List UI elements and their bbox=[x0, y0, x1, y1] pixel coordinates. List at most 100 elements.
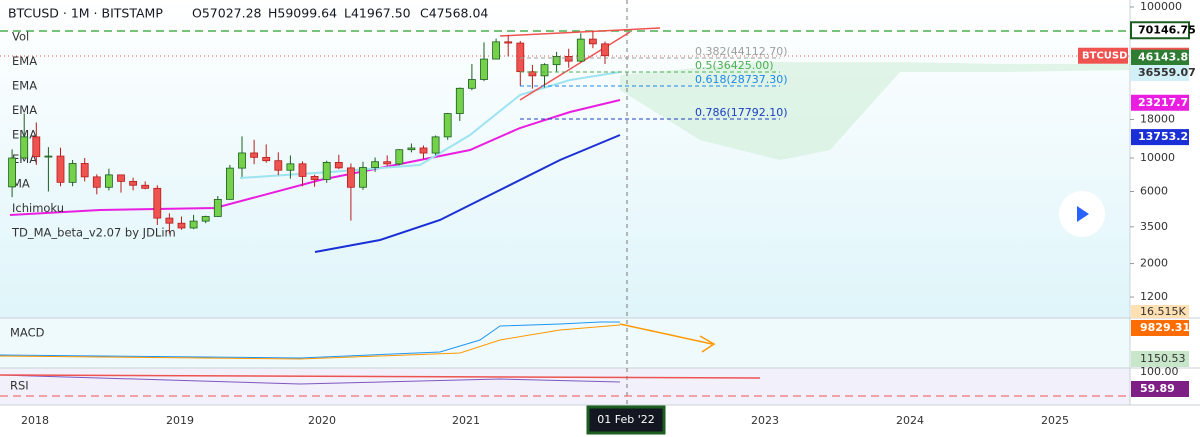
x-tick-label: 2023 bbox=[751, 414, 779, 427]
price-tick-label: 1200 bbox=[1140, 290, 1168, 303]
price-tag-text: 23217.71 bbox=[1138, 96, 1196, 109]
rsi-pane bbox=[0, 368, 1130, 405]
x-tick-label: 2025 bbox=[1041, 414, 1069, 427]
price-tick-label: 6000 bbox=[1140, 184, 1168, 197]
fib-label: 0.618(28737.30) bbox=[695, 73, 788, 86]
indicator-label: EMA bbox=[12, 79, 37, 93]
volume-tag bbox=[1131, 305, 1189, 318]
macd-tag bbox=[1131, 320, 1189, 336]
price-tag-text: 13753.25 bbox=[1138, 130, 1196, 143]
volume-tag-text: 16.515K bbox=[1140, 305, 1186, 318]
fib-label: 0.5(36425.00) bbox=[695, 59, 774, 72]
candle-body bbox=[56, 155, 65, 183]
candle-body bbox=[480, 58, 488, 80]
rsi-trend bbox=[0, 374, 761, 379]
candle-body bbox=[322, 162, 331, 180]
fib-label: 0.382(44112.70) bbox=[695, 45, 788, 58]
indicator-label: MA bbox=[12, 177, 30, 191]
candle-body bbox=[20, 136, 29, 159]
candle-body bbox=[492, 41, 501, 60]
candle-body bbox=[165, 217, 174, 224]
crosshair-label bbox=[586, 405, 666, 435]
price-tag bbox=[1130, 21, 1190, 40]
ohlc-open: O57027.28 bbox=[192, 6, 262, 21]
price-tick-label: 10000 bbox=[1140, 151, 1175, 164]
candle-body bbox=[528, 71, 537, 77]
price-tag bbox=[1131, 49, 1189, 66]
x-tick-label: 2024 bbox=[896, 414, 924, 427]
candle-body bbox=[419, 147, 428, 154]
indicator-label: TD_MA_beta_v2.07 by JDLim bbox=[11, 226, 176, 240]
price-tick-label: 18000 bbox=[1140, 112, 1175, 125]
price-tick-label: 2000 bbox=[1140, 257, 1168, 270]
price-tag-text: 46143.89 bbox=[1138, 51, 1196, 64]
candle-body bbox=[395, 149, 404, 165]
x-tick-label: 2021 bbox=[452, 414, 480, 427]
candle-body bbox=[601, 43, 609, 57]
candle-body bbox=[310, 176, 319, 180]
candle-body bbox=[8, 157, 17, 188]
ohlc-high: H59099.64 bbox=[268, 6, 337, 21]
candle-body bbox=[201, 216, 210, 222]
candle-body bbox=[589, 38, 597, 45]
candle-body bbox=[129, 180, 138, 186]
candle-body bbox=[431, 136, 440, 154]
candle-body bbox=[80, 163, 89, 178]
trend-line bbox=[499, 27, 661, 37]
candle-body bbox=[44, 155, 53, 158]
candle-body bbox=[141, 184, 150, 189]
candle-body bbox=[117, 174, 125, 182]
x-tick-label: 2019 bbox=[166, 414, 194, 427]
candle-body bbox=[213, 198, 222, 217]
rsi-tag bbox=[1131, 381, 1189, 397]
macd-tag-text: 9829.31 bbox=[1140, 321, 1190, 334]
candle-body bbox=[153, 187, 162, 219]
ohlc-close: C47568.04 bbox=[420, 6, 488, 21]
candle-body bbox=[250, 152, 259, 158]
candle-body bbox=[443, 113, 452, 138]
price-tick-label: 100000 bbox=[1140, 0, 1182, 13]
candle-body bbox=[286, 163, 295, 171]
fib-label: 0.786(17792.10) bbox=[695, 106, 788, 119]
candle-body bbox=[298, 163, 307, 177]
candle-body bbox=[407, 147, 416, 151]
price-tag-text: 36559.07 bbox=[1138, 66, 1196, 79]
symbol-tag-text: BTCUSD bbox=[1082, 51, 1127, 62]
ema-line bbox=[9, 99, 621, 216]
macd-pane bbox=[0, 318, 1130, 368]
candle-body bbox=[189, 220, 198, 229]
candle-body bbox=[516, 42, 525, 73]
indicator-label: EMA bbox=[12, 152, 37, 166]
symbol: BTCUSD · 1M · BITSTAMP bbox=[8, 6, 163, 21]
x-tick-label: 2020 bbox=[308, 414, 336, 427]
crosshair-date: 01 Feb '22 bbox=[597, 413, 655, 426]
indicator-label: Ichimoku bbox=[12, 201, 64, 215]
rsi-tag-text: 59.89 bbox=[1140, 382, 1175, 395]
macd-tag-text: 1150.53 bbox=[1140, 352, 1186, 365]
candle-body bbox=[262, 156, 271, 162]
rsi-label: RSI bbox=[10, 379, 29, 393]
ohlc-low: L41967.50 bbox=[344, 6, 411, 21]
candle-body bbox=[334, 162, 343, 169]
candle-body bbox=[540, 64, 549, 77]
macd-tag bbox=[1131, 351, 1189, 367]
candle-body bbox=[105, 174, 113, 188]
candle-body bbox=[467, 79, 476, 89]
projection-arrow bbox=[619, 323, 716, 353]
candle-body bbox=[346, 167, 355, 188]
candle-body bbox=[371, 161, 380, 168]
price-tag-text: 70146.75 bbox=[1138, 23, 1196, 36]
candle-body bbox=[504, 41, 513, 44]
candle-body bbox=[359, 167, 367, 188]
price-tick-label: 3500 bbox=[1140, 220, 1168, 233]
candle-body bbox=[455, 87, 464, 114]
indicator-label: Vol bbox=[12, 30, 29, 44]
price-tag bbox=[1131, 64, 1189, 81]
rsi-line bbox=[0, 374, 621, 385]
candle-body bbox=[383, 161, 392, 165]
price-tag bbox=[1131, 129, 1189, 146]
signal-line bbox=[0, 324, 621, 360]
candle-body bbox=[274, 160, 283, 171]
candle-body bbox=[238, 152, 246, 169]
